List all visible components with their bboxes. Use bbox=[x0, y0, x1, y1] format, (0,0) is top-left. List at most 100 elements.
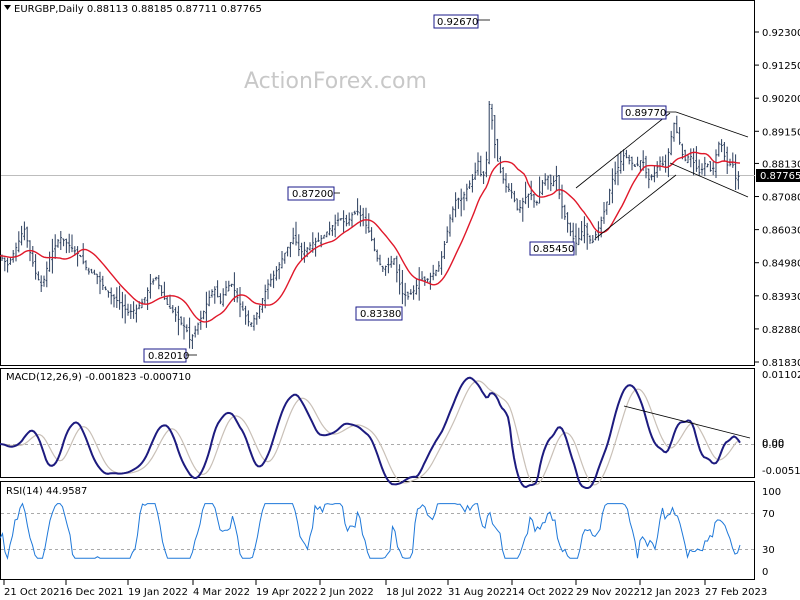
price-bar bbox=[672, 122, 676, 142]
price-bar bbox=[177, 305, 180, 336]
annotation-high-2: 0.89770 bbox=[621, 105, 676, 120]
price-bar bbox=[630, 156, 634, 171]
annotation-high-2-label: 0.89770 bbox=[625, 108, 666, 119]
watermark: ActionForex.com bbox=[244, 69, 427, 94]
price-bar bbox=[222, 288, 225, 307]
price-bar bbox=[115, 287, 118, 308]
macd-tick-zero-a: 0.00 bbox=[762, 438, 784, 449]
price-bar bbox=[703, 156, 706, 177]
x-tick-label: 19 Apr 2022 bbox=[256, 587, 318, 598]
price-bar bbox=[300, 242, 303, 260]
price-bar bbox=[535, 200, 538, 206]
price-bar bbox=[474, 162, 477, 180]
price-bar bbox=[588, 235, 592, 244]
macd-tick-zero-b: 0.00 bbox=[762, 440, 784, 451]
price-bar bbox=[485, 151, 488, 178]
rsi-panel-frame bbox=[0, 481, 755, 580]
y-tick-label: 0.84980 bbox=[762, 259, 800, 270]
price-bar bbox=[213, 286, 216, 304]
price-bar bbox=[182, 317, 186, 340]
price-bar bbox=[549, 174, 552, 192]
price-bar bbox=[359, 205, 362, 227]
macd-line bbox=[0, 376, 741, 489]
price-bar bbox=[129, 304, 132, 319]
price-bar bbox=[392, 258, 396, 265]
price-bar bbox=[653, 165, 656, 183]
price-bar bbox=[292, 227, 295, 245]
price-bar bbox=[65, 238, 68, 254]
price-bar bbox=[499, 156, 502, 174]
price-bar bbox=[468, 180, 471, 189]
price-bar bbox=[51, 238, 54, 274]
price-bar bbox=[376, 249, 379, 262]
price-bar bbox=[250, 322, 253, 327]
price-bar bbox=[580, 221, 583, 241]
price-bar bbox=[639, 160, 642, 172]
price-bar bbox=[454, 192, 457, 218]
x-tick-label: 14 Oct 2022 bbox=[512, 587, 574, 598]
moving-average-line bbox=[0, 151, 741, 323]
price-bar bbox=[208, 290, 211, 307]
price-bar bbox=[40, 275, 43, 292]
price-bar bbox=[527, 193, 530, 208]
rsi-tick-30: 30 bbox=[762, 545, 775, 556]
macd-panel-title: MACD(12,26,9) -0.001823 -0.000710 bbox=[6, 372, 191, 383]
y-tick-label: 0.91250 bbox=[762, 61, 800, 72]
price-bar bbox=[135, 304, 138, 323]
annotation-low-2-label: 0.83380 bbox=[360, 309, 401, 320]
x-tick-label: 27 Feb 2023 bbox=[705, 587, 767, 598]
price-bar bbox=[188, 317, 191, 349]
price-bar bbox=[541, 180, 544, 196]
price-bar bbox=[404, 282, 407, 307]
x-tick-label: 2 Jun 2022 bbox=[320, 587, 374, 598]
price-bar bbox=[280, 251, 284, 269]
price-bar bbox=[479, 155, 482, 177]
price-bar bbox=[261, 298, 264, 313]
price-bar bbox=[611, 168, 614, 204]
price-bar bbox=[252, 314, 256, 331]
rsi-panel-title: RSI(14) 44.9587 bbox=[6, 486, 87, 497]
rsi-line bbox=[0, 502, 741, 560]
main-y-axis-ticks: 0.92300 0.91250 0.90200 0.89150 0.88130 0.870… bbox=[754, 28, 800, 369]
price-bar bbox=[143, 297, 146, 304]
price-bar bbox=[608, 188, 611, 205]
price-bar bbox=[314, 237, 317, 257]
rsi-tick-70: 70 bbox=[762, 509, 775, 520]
price-bar bbox=[289, 242, 292, 258]
price-bar bbox=[373, 237, 376, 252]
price-bar bbox=[720, 139, 723, 153]
price-bar bbox=[443, 241, 446, 259]
price-bar bbox=[96, 273, 99, 285]
price-bar bbox=[112, 294, 116, 308]
annotation-low-2: 0.83380 bbox=[355, 306, 403, 321]
price-bar bbox=[149, 274, 152, 299]
price-bar bbox=[82, 243, 85, 265]
price-bar bbox=[45, 261, 48, 288]
price-bar bbox=[709, 161, 712, 172]
price-bar bbox=[168, 294, 172, 309]
price-bar bbox=[516, 198, 519, 211]
price-bar bbox=[224, 280, 228, 296]
price-bar bbox=[502, 167, 505, 184]
price-bar bbox=[574, 223, 578, 256]
price-bar bbox=[37, 271, 40, 281]
price-bar bbox=[227, 280, 230, 292]
price-bar bbox=[602, 202, 606, 224]
x-tick-label: 29 Nov 2022 bbox=[576, 587, 640, 598]
price-bar bbox=[462, 191, 466, 211]
price-bar bbox=[619, 151, 622, 174]
x-tick-label: 12 Jan 2023 bbox=[640, 587, 700, 598]
price-bar bbox=[348, 212, 351, 226]
price-bar bbox=[521, 197, 524, 222]
macd-tick-bottom: -0.005182 bbox=[762, 466, 800, 477]
price-bar bbox=[381, 265, 384, 272]
price-bar bbox=[364, 207, 368, 234]
price-bar bbox=[378, 254, 382, 266]
price-bar bbox=[266, 279, 270, 300]
price-bar bbox=[647, 168, 650, 189]
x-tick-label: 31 Aug 2022 bbox=[448, 587, 512, 598]
price-bar bbox=[530, 180, 533, 201]
price-bar bbox=[247, 310, 250, 327]
price-bar bbox=[9, 257, 12, 265]
price-bar bbox=[367, 213, 370, 233]
